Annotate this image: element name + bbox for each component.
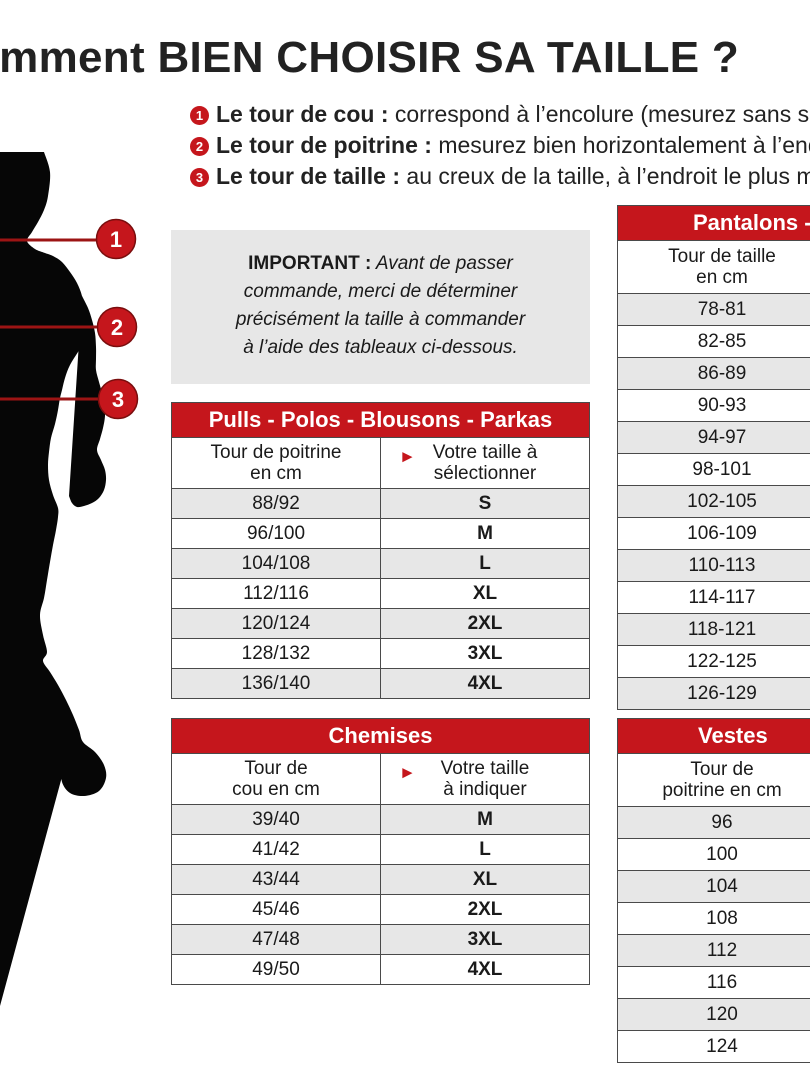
svg-text:3: 3 bbox=[112, 387, 124, 412]
svg-text:1: 1 bbox=[110, 227, 122, 252]
svg-text:2: 2 bbox=[111, 315, 123, 340]
